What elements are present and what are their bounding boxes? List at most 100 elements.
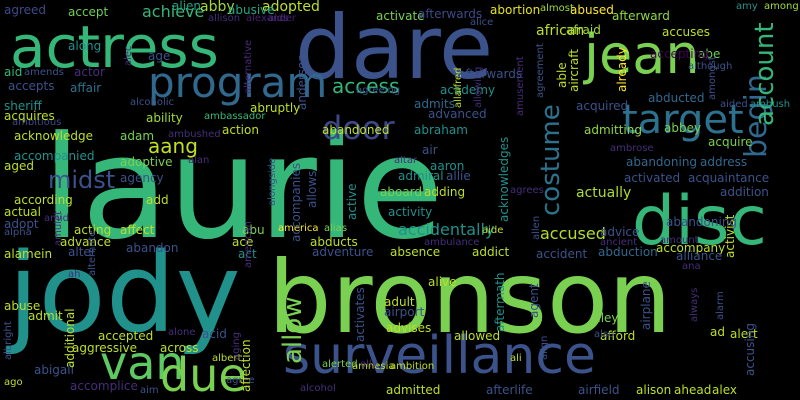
- word-acquires: acquires: [4, 109, 55, 123]
- word-adult: adult: [384, 295, 415, 309]
- word-abandon: abandon: [126, 241, 179, 255]
- word-van: van: [100, 336, 185, 390]
- word-almost: almost: [540, 3, 574, 14]
- word-program: program: [148, 58, 328, 107]
- word-aircraft: aircraft: [567, 49, 581, 92]
- word-ali: ali: [510, 353, 522, 364]
- word-allow: allow: [278, 296, 308, 364]
- word-laurie: laurie: [42, 106, 444, 271]
- word-accepts: accepts: [8, 79, 55, 93]
- word-surveillance: surveillance: [283, 326, 596, 386]
- word-actor: actor: [74, 65, 105, 79]
- word-abandoned: abandoned: [322, 123, 390, 137]
- word-address: address: [700, 155, 748, 169]
- word-abigail: abigail: [34, 363, 74, 377]
- word-accident: accident: [536, 247, 588, 261]
- word-admit: admit: [28, 309, 63, 323]
- word-absence: absence: [390, 245, 441, 259]
- word-alternative: alternative: [243, 39, 254, 94]
- word-always: always: [689, 287, 700, 322]
- word-account: account: [750, 22, 780, 126]
- word-abandoning: abandoning: [626, 155, 698, 169]
- word-ambassador: ambassador: [204, 111, 266, 122]
- word-affection: affection: [239, 339, 253, 392]
- word-sheriff: sheriff: [4, 99, 42, 113]
- word-abortion: abortion: [490, 3, 541, 17]
- word-african: african: [536, 23, 585, 39]
- word-adding: adding: [424, 185, 466, 199]
- word-ad: ad: [710, 325, 725, 339]
- word-allie: allie: [446, 169, 471, 183]
- word-ambulance: ambulance: [424, 237, 480, 248]
- word-accidentally: accidentally: [398, 220, 495, 239]
- word-ability: ability: [146, 111, 183, 125]
- word-abuse: abuse: [4, 299, 41, 313]
- word-agrees: agrees: [510, 185, 544, 196]
- word-dare: dare: [295, 0, 494, 99]
- word-advises: advises: [386, 321, 432, 335]
- word-alter: alter: [68, 245, 96, 259]
- word-alarm: alarm: [715, 291, 726, 320]
- word-although: although: [688, 61, 733, 72]
- word-alien: alien: [172, 0, 202, 13]
- word-abe: abe: [698, 47, 721, 61]
- word-alerted: alerted: [322, 359, 358, 370]
- word-along: along: [68, 39, 102, 53]
- word-abduction: abduction: [598, 245, 658, 259]
- word-academy: academy: [440, 83, 496, 97]
- word-disc: disc: [632, 182, 767, 261]
- word-door: door: [322, 109, 395, 147]
- word-accompanies: accompanies: [289, 162, 303, 242]
- word-acknowledges: acknowledges: [497, 136, 511, 222]
- word-align: align: [539, 335, 550, 360]
- word-alcohol: alcohol: [300, 383, 336, 394]
- word-add: add: [146, 193, 169, 207]
- word-alcoholic: alcoholic: [130, 97, 175, 108]
- word-additional: additional: [63, 308, 77, 368]
- word-ambushed: ambushed: [168, 129, 221, 140]
- word-abbey: abbey: [664, 121, 702, 135]
- word-allowed: allowed: [454, 329, 501, 343]
- word-allen: allen: [531, 215, 542, 240]
- word-ambitious: ambitious: [12, 117, 62, 128]
- word-ally: ally: [360, 359, 378, 370]
- word-amongst: amongst: [707, 56, 718, 100]
- word-agreed: agreed: [4, 3, 47, 17]
- word-abducts: abducts: [310, 235, 358, 249]
- word-airfield: airfield: [578, 383, 620, 397]
- word-amnesia: amnesia: [352, 361, 395, 372]
- word-ago: ago: [4, 377, 23, 388]
- word-amulet: amulet: [53, 210, 64, 246]
- word-allison: allison: [208, 13, 241, 24]
- word-aim: aim: [140, 385, 159, 396]
- word-agree: agree: [226, 375, 255, 386]
- word-alongside: alongside: [267, 157, 278, 206]
- word-adopt: adopt: [4, 217, 39, 231]
- word-also: also: [594, 329, 615, 340]
- word-addition: addition: [720, 185, 769, 199]
- word-jean: jean: [584, 23, 700, 86]
- word-alias: alias: [324, 223, 348, 234]
- word-admits: admits: [414, 97, 455, 111]
- word-afterwards: afterwards: [418, 7, 483, 21]
- word-abducted: abducted: [648, 91, 705, 105]
- word-already: already: [615, 47, 629, 92]
- word-alec: alec: [123, 45, 134, 66]
- word-affair: affair: [70, 81, 102, 95]
- word-afterlife: afterlife: [486, 383, 533, 397]
- word-agreement: agreement: [535, 43, 546, 98]
- word-acid: acid: [202, 327, 227, 341]
- word-ambition: ambition: [390, 361, 435, 372]
- word-action: action: [222, 123, 259, 137]
- word-actress: actress: [10, 13, 219, 81]
- word-advance: advance: [60, 235, 112, 249]
- word-amends: amends: [24, 67, 64, 78]
- word-abby: abby: [200, 0, 235, 15]
- word-alison: alison: [636, 383, 672, 397]
- word-admiral: admiral: [398, 169, 444, 183]
- word-accompany: accompany: [656, 241, 726, 255]
- word-adoptive: adoptive: [120, 155, 173, 169]
- word-alex: alex: [712, 383, 737, 397]
- word-abusive: abusive: [228, 3, 275, 17]
